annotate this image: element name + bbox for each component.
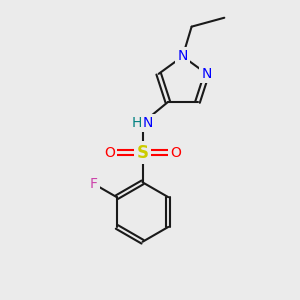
Text: N: N [143, 116, 153, 130]
Text: N: N [178, 50, 188, 63]
Text: H: H [132, 116, 142, 130]
Text: F: F [90, 177, 98, 191]
Text: S: S [136, 144, 148, 162]
Text: N: N [202, 67, 212, 81]
Text: O: O [170, 146, 181, 160]
Text: O: O [104, 146, 115, 160]
